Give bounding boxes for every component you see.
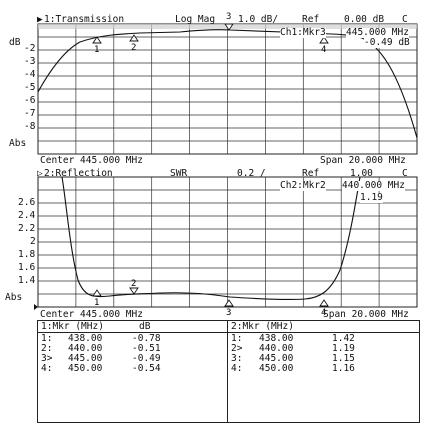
table1-row-freq: 450.00 [68, 363, 103, 374]
marker-number-label: 1 [94, 298, 99, 308]
marker-triangle-icon [319, 36, 329, 44]
table1-row-index: 2: [41, 343, 53, 354]
ch1-graticule-grid [38, 24, 417, 154]
ch2-y-tick-label: 1.4 [18, 275, 36, 286]
ch1-y-tick-label: -4 [24, 69, 36, 80]
table-divider [227, 321, 228, 422]
ch1-unit-label: dB [9, 37, 21, 48]
table1-row-value: -0.54 [132, 363, 161, 374]
table2-row-value: 1.42 [332, 333, 355, 344]
table2-row-value: 1.16 [332, 363, 355, 374]
ch1-active-marker-number: 3 [226, 12, 232, 22]
ch2-reflection-trace [61, 176, 361, 300]
marker-number-label: 4 [321, 308, 326, 318]
ch1-span-freq[interactable]: Span 20.000 MHz [320, 155, 406, 166]
ch2-abs-label: Abs [5, 292, 23, 303]
marker-triangle-icon [319, 299, 329, 307]
ch2-center-freq[interactable]: Center 445.000 MHz [40, 309, 143, 320]
table2-row-value: 1.15 [332, 353, 355, 364]
ch1-title[interactable]: 1:Transmission [44, 14, 125, 25]
ch2-ref-label: Ref [302, 168, 320, 179]
marker-triangle-icon [92, 36, 102, 44]
ch1-flag: C [402, 14, 408, 25]
ch2-scale[interactable]: 0.2 / [237, 168, 266, 179]
marker-triangle-icon [129, 287, 139, 295]
ch2-y-tick-label: 2 [30, 236, 36, 247]
table-header-rule [38, 332, 419, 333]
ch2-marker-readout-freq: 440.000 MHz [342, 180, 405, 191]
ch2-y-tick-label: 2.4 [18, 210, 36, 221]
table2-row-freq: 445.00 [259, 353, 294, 364]
ch1-center-freq[interactable]: Center 445.000 MHz [40, 155, 143, 166]
marker-triangle-icon [92, 289, 102, 297]
table1-row-index: 3> [41, 353, 53, 364]
ch2-marker-readout-value: 1.19 [360, 192, 383, 203]
ch2-y-tick-label: 2.2 [18, 223, 36, 234]
marker-number-label: 4 [321, 45, 326, 55]
table2-row-value: 1.19 [332, 343, 355, 354]
table2-row-index: 4: [231, 363, 243, 374]
ch2-flag: C [402, 168, 408, 179]
marker-number-label: 3 [226, 308, 231, 318]
table1-row-index: 1: [41, 333, 53, 344]
marker-number-label: 1 [94, 45, 99, 55]
ch1-scale[interactable]: 1.0 dB/ [238, 14, 279, 25]
marker-triangle-icon [224, 299, 234, 307]
ch2-ref-pointer-icon [34, 304, 38, 310]
marker-triangle-icon [129, 34, 139, 42]
table2-row-index: 1: [231, 333, 243, 344]
table1-header-mkr: 1:Mkr (MHz) [41, 321, 104, 332]
table2-row-freq: 438.00 [259, 333, 294, 344]
ch2-span-freq[interactable]: Span 20.000 MHz [323, 309, 409, 320]
table2-row-freq: 440.00 [259, 343, 294, 354]
marker-number-label: 2 [131, 43, 136, 53]
table1-header-unit: dB [139, 321, 151, 332]
ch1-marker-readout-freq: 445.000 MHz [346, 27, 409, 38]
ch1-ref-value[interactable]: 0.00 dB [344, 14, 385, 25]
ch2-format[interactable]: SWR [170, 168, 188, 179]
ch2-active-indicator: ▷ [37, 168, 43, 179]
ch1-abs-label: Abs [9, 138, 27, 149]
ch2-title[interactable]: 2:Reflection [44, 168, 113, 179]
ch1-marker-readout-label: Ch1:Mkr3 [280, 27, 326, 38]
table1-row-index: 4: [41, 363, 53, 374]
table1-row-freq: 440.00 [68, 343, 103, 354]
table1-row-value: -0.78 [132, 333, 161, 344]
table1-row-freq: 438.00 [68, 333, 103, 344]
table1-row-value: -0.49 [132, 353, 161, 364]
ch1-ref-label: Ref [302, 14, 320, 25]
ch1-y-tick-label: -2 [24, 43, 36, 54]
table1-row-freq: 445.00 [68, 353, 103, 364]
ch2-ref-value[interactable]: 1.00 [350, 168, 373, 179]
ch2-marker-readout-label: Ch2:Mkr2 [280, 180, 326, 191]
table2-row-freq: 450.00 [259, 363, 294, 374]
marker-triangle-icon [224, 23, 234, 31]
table2-header-mkr: 2:Mkr (MHz) [231, 321, 294, 332]
ch1-y-tick-label: -8 [24, 121, 36, 132]
table2-row-index: 3: [231, 353, 243, 364]
ch2-y-tick-label: 1.6 [18, 262, 36, 273]
marker-table-panel: 1:Mkr (MHz) dB 1: 438.00 -0.78 2: 440.00 -0.5… [37, 320, 420, 423]
ch1-y-tick-label: -3 [24, 56, 36, 67]
ch1-y-tick-label: -7 [24, 108, 36, 119]
ch2-y-tick-label: 1.8 [18, 249, 36, 260]
table2-row-index: 2> [231, 343, 243, 354]
ch1-marker-readout-value: -0.49 dB [364, 37, 410, 48]
ch2-y-tick-label: 2.6 [18, 197, 36, 208]
table1-row-value: -0.51 [132, 343, 161, 354]
ch1-active-indicator: ▶ [37, 14, 43, 25]
ch1-y-tick-label: -6 [24, 95, 36, 106]
ch1-y-tick-label: -5 [24, 82, 36, 93]
ch1-format[interactable]: Log Mag [175, 14, 216, 25]
ch2-graticule-grid [38, 177, 417, 307]
marker-number-label: 2 [131, 279, 136, 289]
